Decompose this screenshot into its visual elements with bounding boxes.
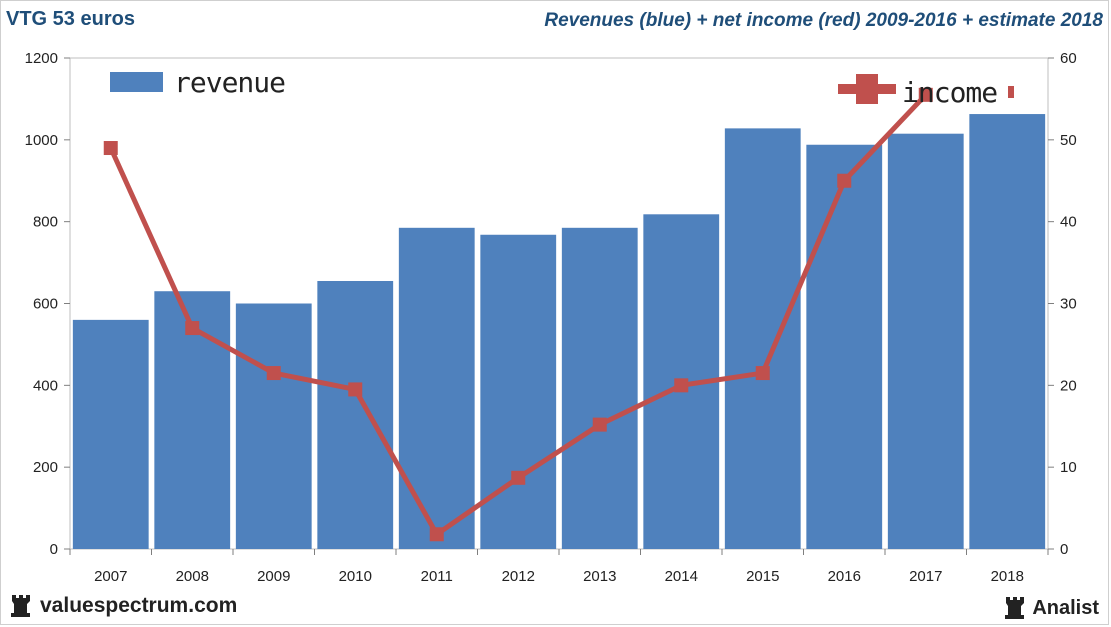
legend-income-marker <box>856 74 878 104</box>
income-point-2017 <box>918 87 933 102</box>
chart-header-left: VTG 53 euros <box>6 8 135 30</box>
income-point-2011 <box>429 527 444 542</box>
y-right-tick-label: 50 <box>1060 132 1077 149</box>
x-tick-label: 2008 <box>176 568 209 585</box>
legend-revenue-swatch <box>110 72 163 92</box>
bar-2017 <box>887 133 964 549</box>
footer-brand-left[interactable]: valuespectrum.com <box>10 593 237 619</box>
income-point-2014 <box>674 378 689 393</box>
y-right-tick-label: 40 <box>1060 214 1077 231</box>
income-point-2008 <box>185 321 200 336</box>
bar-2018 <box>969 114 1046 549</box>
y-right-tick-label: 0 <box>1060 541 1068 558</box>
bar-2010 <box>317 280 394 549</box>
bar-2012 <box>480 234 557 549</box>
footer-brand-right-text: Analist <box>1032 596 1099 619</box>
chart-area: 0 200 400 600 800 1000 1200 0 10 20 30 40 50 60 2007 20… <box>25 50 1077 585</box>
y-right-tick-label: 10 <box>1060 459 1077 476</box>
legend-income-label: income <box>902 76 997 109</box>
y-right-tick-label: 60 <box>1060 50 1077 67</box>
bar-2015 <box>724 128 801 550</box>
y-left-tick-label: 1200 <box>25 50 58 67</box>
y-left-tick-label: 0 <box>50 541 58 558</box>
x-tick-label: 2007 <box>94 568 127 585</box>
footer-brand-left-text: valuespectrum.com <box>40 594 238 617</box>
chart-header-right: Revenues (blue) + net income (red) 2009-… <box>544 10 1103 31</box>
x-tick-label: 2009 <box>257 568 290 585</box>
y-left-tick-label: 1000 <box>25 132 58 149</box>
x-tick-label: 2015 <box>746 568 779 585</box>
y-left-tick-label: 200 <box>33 459 58 476</box>
x-tick-label: 2014 <box>665 568 698 585</box>
x-tick-label: 2016 <box>828 568 861 585</box>
y-left-tick-label: 400 <box>33 377 58 394</box>
rook-icon <box>1005 597 1025 619</box>
legend-income-fragment <box>1008 86 1014 98</box>
income-point-2013 <box>592 417 607 432</box>
y-left-tick-label: 600 <box>33 296 58 313</box>
y-right-tick-label: 30 <box>1060 296 1077 313</box>
bar-2013 <box>561 227 638 549</box>
legend-revenue-label: revenue <box>174 66 285 99</box>
x-tick-label: 2013 <box>583 568 616 585</box>
income-point-2012 <box>511 470 526 485</box>
income-point-2009 <box>266 366 281 381</box>
rook-icon <box>11 595 30 617</box>
bar-2016 <box>806 144 883 549</box>
bar-2009 <box>235 303 312 549</box>
bar-2007 <box>72 319 149 549</box>
x-tick-label: 2017 <box>909 568 942 585</box>
income-point-2010 <box>348 382 363 397</box>
income-point-2015 <box>755 366 770 381</box>
income-point-2007 <box>103 141 118 156</box>
bar-2011 <box>398 227 475 549</box>
income-point-2016 <box>837 173 852 188</box>
x-tick-label: 2018 <box>991 568 1024 585</box>
x-tick-label: 2012 <box>502 568 535 585</box>
y-right-tick-label: 20 <box>1060 377 1077 394</box>
footer-brand-right[interactable]: Analist <box>1004 595 1099 621</box>
x-tick-label: 2010 <box>339 568 372 585</box>
x-tick-label: 2011 <box>421 568 453 585</box>
y-left-tick-label: 800 <box>33 214 58 231</box>
